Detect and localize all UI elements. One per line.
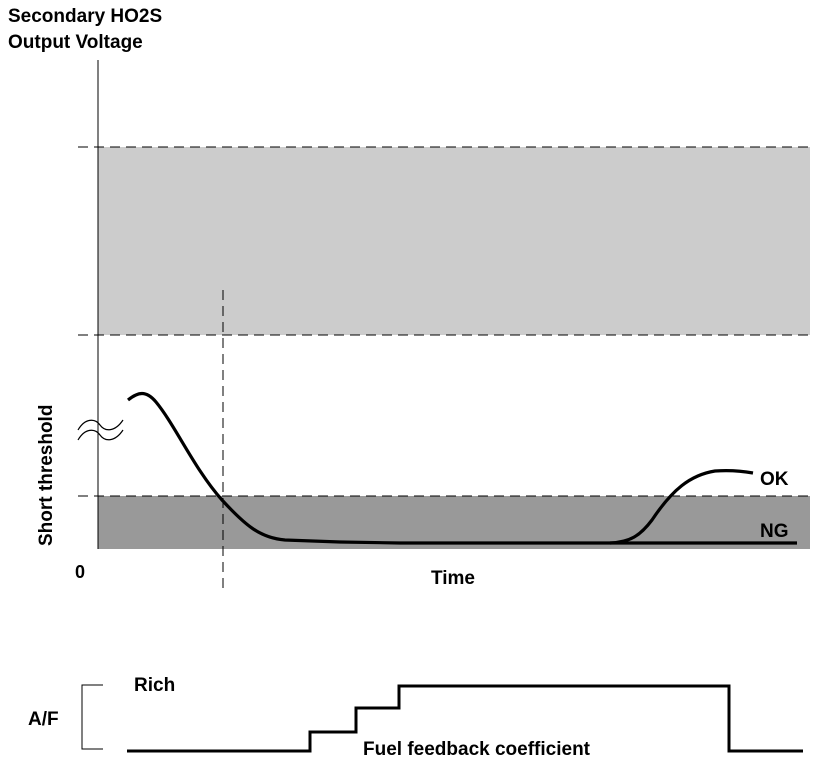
short-threshold-label: Short threshold [36, 405, 57, 546]
fuel-feedback-label: Fuel feedback coefficient [363, 739, 591, 760]
short-threshold-band [98, 496, 810, 549]
x-axis-label: Time [431, 568, 475, 589]
y-axis-title-line1: Secondary HO2S [8, 6, 162, 27]
af-bracket [81, 684, 103, 750]
upper-voltage-band [98, 147, 810, 335]
ng-voltage-curve [127, 391, 797, 545]
rich-label: Rich [134, 675, 175, 696]
origin-label: 0 [75, 562, 85, 582]
fuel-feedback-step-line [127, 684, 803, 753]
y-axis-title-line2: Output Voltage [8, 32, 143, 53]
axis-break-icon [77, 419, 124, 431]
ok-label: OK [760, 469, 789, 490]
af-label: A/F [28, 709, 59, 730]
ng-label: NG [760, 521, 789, 542]
axis-break-icon-lower [77, 429, 124, 441]
ok-voltage-curve [609, 469, 754, 545]
